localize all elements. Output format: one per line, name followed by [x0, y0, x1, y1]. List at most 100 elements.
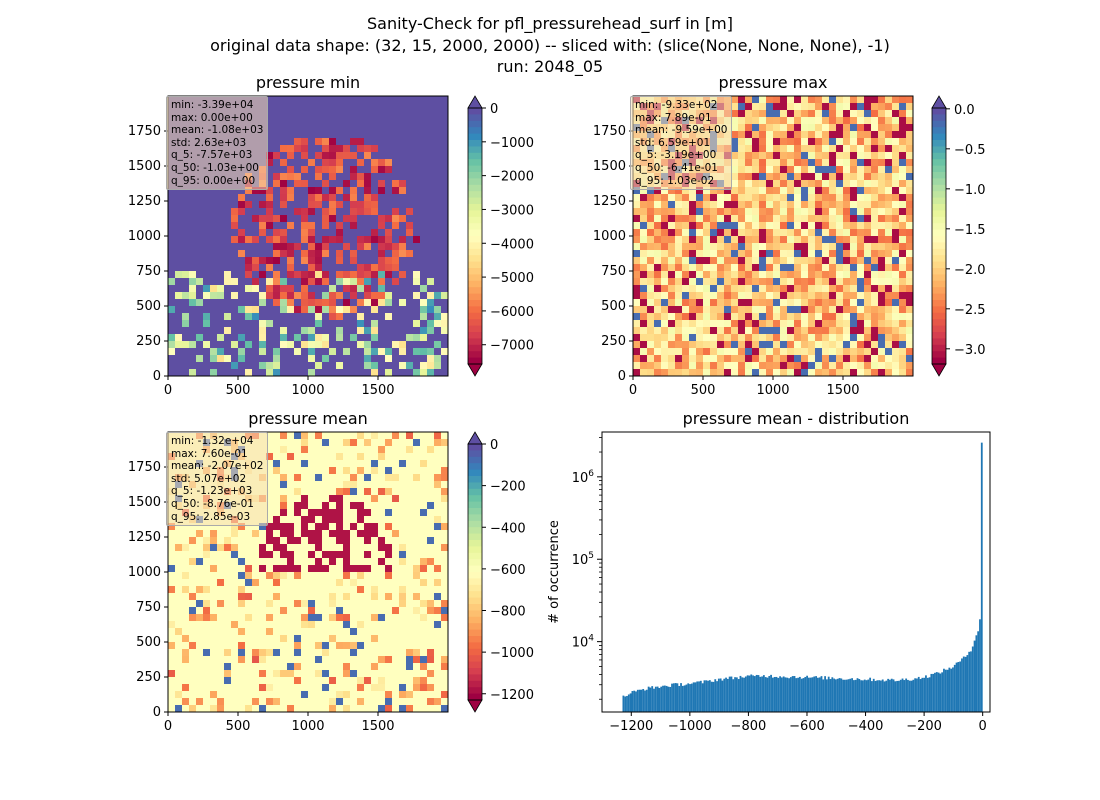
map-cell	[315, 621, 322, 628]
map-cell	[857, 103, 864, 110]
map-cell	[196, 551, 203, 558]
map-cell	[343, 138, 350, 145]
map-cell	[836, 159, 843, 166]
map-cell	[808, 124, 815, 131]
map-cell	[280, 579, 287, 586]
map-cell	[378, 642, 385, 649]
map-cell	[871, 250, 878, 257]
map-cell	[399, 96, 406, 103]
map-cell	[413, 579, 420, 586]
map-cell	[794, 236, 801, 243]
map-cell	[287, 495, 294, 502]
map-cell	[385, 187, 392, 194]
map-cell	[710, 355, 717, 362]
map-cell	[399, 628, 406, 635]
map-cell	[294, 348, 301, 355]
map-cell	[350, 705, 357, 712]
map-cell	[217, 705, 224, 712]
map-cell	[434, 635, 441, 642]
map-cell	[336, 257, 343, 264]
map-cell	[196, 299, 203, 306]
map-cell	[273, 537, 280, 544]
map-cell	[427, 460, 434, 467]
map-cell	[308, 341, 315, 348]
map-cell	[441, 453, 448, 460]
map-cell	[420, 684, 427, 691]
map-cell	[857, 278, 864, 285]
map-cell	[731, 152, 738, 159]
map-cell	[308, 460, 315, 467]
map-cell	[420, 523, 427, 530]
map-cell	[822, 201, 829, 208]
map-cell	[703, 292, 710, 299]
map-cell	[710, 327, 717, 334]
map-cell	[322, 145, 329, 152]
map-cell	[759, 152, 766, 159]
map-cell	[203, 677, 210, 684]
map-cell	[836, 271, 843, 278]
map-cell	[427, 614, 434, 621]
map-cell	[406, 285, 413, 292]
map-cell	[808, 243, 815, 250]
map-cell	[836, 334, 843, 341]
map-cell	[301, 348, 308, 355]
map-cell	[196, 537, 203, 544]
colorbar-band	[468, 108, 482, 115]
map-cell	[245, 558, 252, 565]
map-cell	[885, 271, 892, 278]
map-cell	[815, 194, 822, 201]
map-cell	[308, 593, 315, 600]
map-cell	[647, 215, 654, 222]
map-cell	[378, 649, 385, 656]
map-cell	[759, 103, 766, 110]
map-cell	[189, 677, 196, 684]
map-cell	[420, 502, 427, 509]
map-cell	[413, 131, 420, 138]
map-cell	[406, 166, 413, 173]
y-tick-label: 1250	[593, 194, 626, 209]
colorbar-band	[468, 146, 482, 154]
map-cell	[766, 180, 773, 187]
map-cell	[441, 474, 448, 481]
map-cell	[878, 271, 885, 278]
map-cell	[182, 292, 189, 299]
map-cell	[892, 187, 899, 194]
map-cell	[294, 684, 301, 691]
map-cell	[864, 215, 871, 222]
map-cell	[885, 152, 892, 159]
map-cell	[738, 117, 745, 124]
map-cell	[738, 187, 745, 194]
map-cell	[766, 313, 773, 320]
map-cell	[392, 600, 399, 607]
map-cell	[189, 621, 196, 628]
map-cell	[308, 117, 315, 124]
map-cell	[731, 285, 738, 292]
map-cell	[308, 194, 315, 201]
map-cell	[385, 705, 392, 712]
map-cell	[308, 152, 315, 159]
map-cell	[766, 159, 773, 166]
map-cell	[871, 145, 878, 152]
map-cell	[808, 236, 815, 243]
map-cell	[308, 362, 315, 369]
y-tick-label: 250	[601, 334, 626, 349]
map-cell	[238, 271, 245, 278]
map-cell	[710, 278, 717, 285]
map-cell	[308, 432, 315, 439]
map-cell	[378, 670, 385, 677]
map-cell	[196, 271, 203, 278]
map-cell	[815, 271, 822, 278]
map-cell	[168, 572, 175, 579]
map-cell	[399, 530, 406, 537]
map-cell	[357, 264, 364, 271]
map-cell	[752, 243, 759, 250]
map-cell	[350, 96, 357, 103]
colorbar-band	[932, 325, 946, 333]
map-cell	[294, 166, 301, 173]
map-cell	[385, 614, 392, 621]
map-cell	[815, 313, 822, 320]
map-cell	[843, 145, 850, 152]
map-cell	[329, 698, 336, 705]
map-cell	[392, 439, 399, 446]
map-cell	[357, 334, 364, 341]
